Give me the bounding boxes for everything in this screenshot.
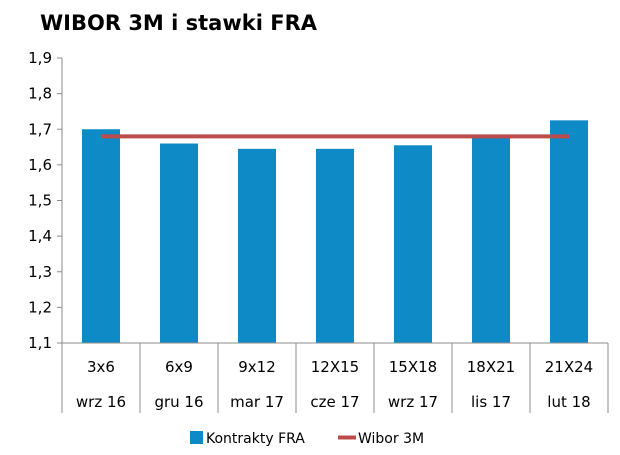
y-tick-label: 1,8 <box>28 85 52 103</box>
bar-kontrakty-fra <box>550 120 588 343</box>
x-tick-label-secondary: cze 17 <box>310 393 359 411</box>
x-tick-label-secondary: mar 17 <box>230 393 284 411</box>
bar-kontrakty-fra <box>316 148 354 343</box>
legend: Kontrakty FRA Wibor 3M <box>190 431 424 447</box>
y-tick-label: 1,3 <box>28 263 52 281</box>
x-tick-label: 18X21 <box>467 358 515 376</box>
x-tick-label: 21X24 <box>545 358 593 376</box>
x-tick-label-secondary: wrz 17 <box>388 393 438 411</box>
legend-swatch-kontrakty-fra <box>190 431 203 444</box>
x-tick-label-secondary: gru 16 <box>154 393 203 411</box>
y-tick-label: 1,6 <box>28 156 52 174</box>
y-tick-label: 1,9 <box>28 49 52 67</box>
x-tick-label: 9x12 <box>238 358 276 376</box>
y-tick-label: 1,2 <box>28 298 52 316</box>
x-tick-label: 15X18 <box>389 358 437 376</box>
x-axis: 3x6 wrz 16 6x9 gru 16 9x12 mar 17 12X15 cze 17 1… <box>61 342 609 413</box>
bar-kontrakty-fra <box>472 136 510 343</box>
bar-kontrakty-fra <box>394 145 432 343</box>
x-tick-label: 6x9 <box>165 358 193 376</box>
x-tick-label-secondary: wrz 16 <box>76 393 126 411</box>
x-tick-label: 3x6 <box>87 358 115 376</box>
y-tick-label: 1,7 <box>28 120 52 138</box>
bar-kontrakty-fra <box>160 143 198 343</box>
x-tick-label-secondary: lut 18 <box>547 393 590 411</box>
y-axis: 1,1 1,2 1,3 1,4 1,5 1,6 1,7 1,8 1,9 <box>28 49 63 352</box>
y-tick-label: 1,4 <box>28 227 52 245</box>
legend-label-wibor-3m: Wibor 3M <box>358 431 424 447</box>
bars <box>82 120 588 343</box>
bar-kontrakty-fra <box>82 129 120 343</box>
x-tick-label: 12X15 <box>311 358 359 376</box>
y-tick-label: 1,5 <box>28 192 52 210</box>
y-tick-label: 1,1 <box>28 334 52 352</box>
x-tick-label-secondary: lis 17 <box>471 393 511 411</box>
chart-title: WIBOR 3M i stawki FRA <box>40 11 318 35</box>
legend-label-kontrakty-fra: Kontrakty FRA <box>206 431 305 447</box>
bar-kontrakty-fra <box>238 148 276 343</box>
